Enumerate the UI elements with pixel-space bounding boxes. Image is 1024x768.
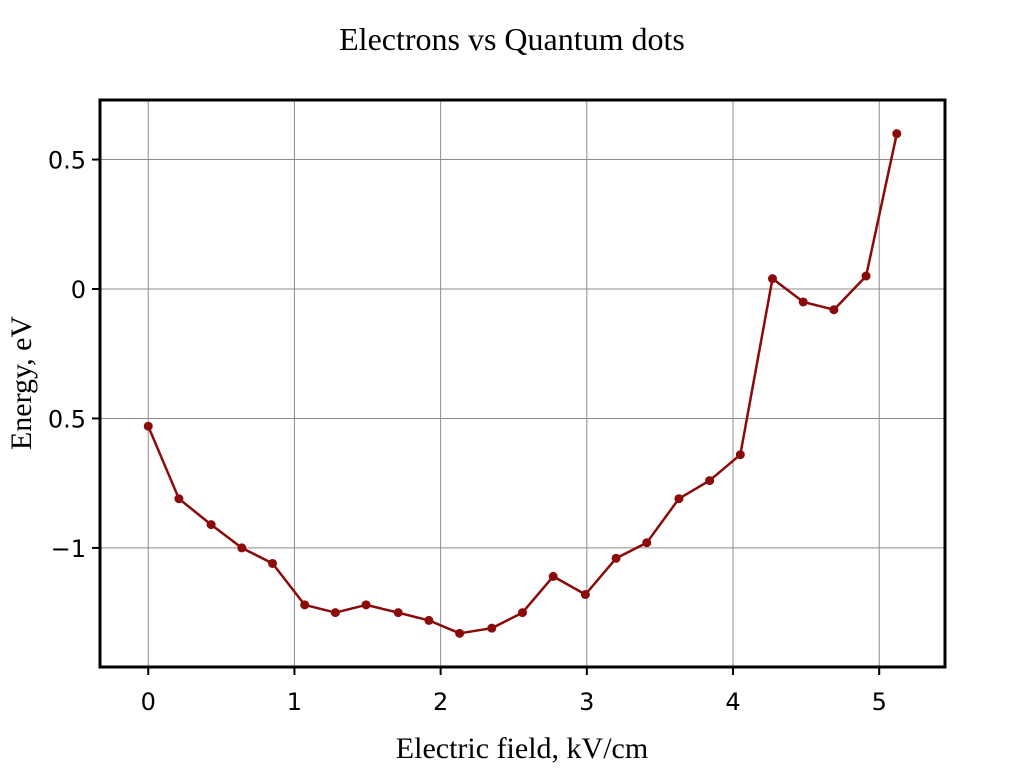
data-point (487, 623, 497, 633)
data-point (735, 450, 745, 460)
x-tick-label: 0 (141, 688, 156, 716)
data-point (300, 600, 310, 610)
x-tick-label: 2 (433, 688, 448, 716)
data-point (143, 421, 153, 431)
data-point (705, 476, 715, 486)
data-point (237, 543, 247, 553)
data-point (580, 590, 590, 600)
x-tick-label: 3 (579, 688, 594, 716)
data-point (361, 600, 371, 610)
data-point (330, 608, 340, 618)
data-point (798, 297, 808, 307)
data-point (861, 271, 871, 281)
data-point (518, 608, 527, 618)
data-point (424, 615, 434, 625)
series-line (147, 133, 899, 635)
data-point (455, 628, 465, 638)
data-point (206, 520, 216, 530)
data-point (642, 538, 652, 548)
series-layer (143, 129, 902, 638)
x-tick-label: 1 (287, 688, 302, 716)
data-point (174, 494, 184, 504)
y-tick-label: −1 (51, 535, 86, 563)
y-axis-label: Energy, eV (5, 316, 38, 450)
grid (100, 100, 945, 667)
data-point (268, 558, 278, 568)
plot-frame (98, 98, 947, 669)
x-tick-label: 5 (872, 688, 887, 716)
data-point (767, 274, 777, 284)
data-point (548, 571, 558, 581)
data-point (611, 553, 621, 563)
data-point (829, 305, 839, 315)
y-tick-label: 0.5 (48, 405, 86, 433)
x-axis-label: Electric field, kV/cm (396, 732, 648, 765)
chart-title: Electrons vs Quantum dots (339, 21, 685, 57)
y-tick-label: 0 (71, 276, 86, 304)
y-tick-label: 0.5 (48, 147, 86, 175)
data-point (674, 494, 684, 504)
x-tick-label: 4 (725, 688, 740, 716)
ticks: 0 1 2 3 4 5 0.5 0 0.5 −1 (48, 147, 887, 716)
data-point (393, 608, 403, 618)
data-point (892, 129, 902, 139)
